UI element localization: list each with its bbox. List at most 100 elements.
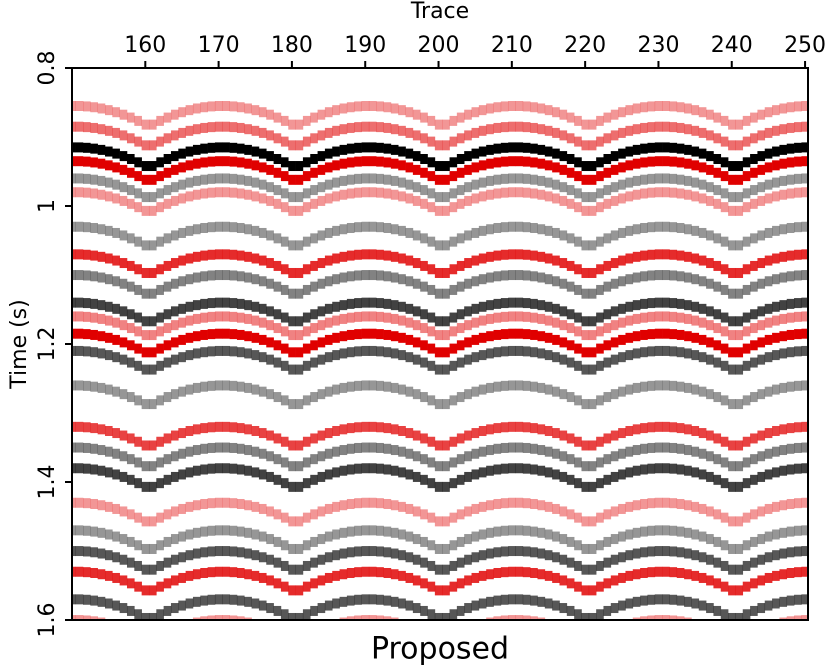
- trace-sample: [361, 615, 370, 620]
- trace-sample: [735, 564, 744, 575]
- trace-sample: [713, 627, 721, 637]
- trace-sample: [713, 509, 722, 520]
- trace-sample: [354, 156, 362, 167]
- trace-sample: [735, 161, 744, 172]
- trace-sample: [354, 498, 362, 509]
- trace-sample: [750, 281, 758, 292]
- trace-sample: [390, 224, 399, 235]
- trace-sample: [251, 225, 260, 236]
- trace-sample: [515, 566, 524, 577]
- trace-sample: [170, 354, 179, 365]
- trace-sample: [588, 288, 597, 299]
- trace-sample: [398, 160, 406, 171]
- trace-sample: [772, 384, 780, 395]
- x-tick-label: 200: [418, 33, 460, 58]
- trace-sample: [669, 298, 678, 309]
- trace-sample: [530, 464, 538, 475]
- trace-sample: [288, 347, 296, 358]
- trace-sample: [552, 276, 560, 287]
- trace-sample: [456, 557, 465, 568]
- trace-sample: [170, 164, 179, 175]
- trace-sample: [72, 345, 76, 356]
- trace-sample: [324, 334, 333, 345]
- trace-sample: [610, 182, 619, 193]
- trace-sample: [141, 140, 150, 151]
- trace-sample: [530, 381, 538, 392]
- trace-sample: [104, 253, 113, 264]
- trace-sample: [170, 130, 179, 141]
- trace-sample: [75, 566, 84, 577]
- trace-sample: [412, 534, 421, 545]
- trace-sample: [515, 101, 524, 112]
- trace-sample: [478, 160, 487, 171]
- trace-sample: [713, 454, 722, 465]
- trace-sample: [742, 202, 751, 213]
- trace-sample: [236, 250, 245, 261]
- trace-sample: [786, 595, 795, 606]
- trace-sample: [112, 552, 120, 563]
- trace-sample: [324, 428, 333, 439]
- trace-sample: [720, 264, 729, 275]
- trace-sample: [764, 148, 773, 159]
- trace-sample: [251, 253, 260, 264]
- trace-sample: [354, 222, 362, 233]
- trace-sample: [97, 382, 106, 393]
- trace-sample: [148, 399, 157, 410]
- trace-sample: [442, 481, 450, 492]
- trace-sample: [720, 157, 729, 168]
- trace-sample: [258, 448, 267, 459]
- trace-sample: [684, 272, 692, 283]
- trace-sample: [354, 329, 362, 340]
- trace-sample: [801, 249, 808, 260]
- trace-sample: [757, 354, 766, 365]
- trace-sample: [104, 570, 113, 581]
- trace-sample: [376, 498, 384, 509]
- trace-sample: [178, 107, 186, 118]
- trace-sample: [486, 548, 494, 559]
- trace-sample: [214, 463, 223, 474]
- trace-sample: [772, 350, 780, 361]
- trace-sample: [786, 188, 795, 199]
- trace-sample: [449, 360, 458, 371]
- trace-sample: [434, 564, 443, 575]
- trace-sample: [200, 174, 208, 185]
- trace-sample: [288, 240, 296, 251]
- trace-sample: [662, 142, 670, 153]
- trace-sample: [515, 525, 524, 536]
- trace-sample: [346, 157, 355, 168]
- trace-sample: [192, 382, 201, 393]
- trace-sample: [236, 298, 245, 309]
- trace-sample: [354, 615, 362, 620]
- trace-sample: [618, 469, 626, 480]
- trace-sample: [537, 224, 546, 235]
- trace-sample: [325, 621, 333, 631]
- trace-sample: [544, 301, 553, 312]
- trace-sample: [691, 467, 700, 478]
- x-tick-label: 170: [198, 33, 240, 58]
- trace-sample: [119, 164, 128, 175]
- trace-sample: [537, 445, 546, 456]
- trace-sample: [368, 525, 377, 536]
- trace-sample: [603, 605, 612, 616]
- trace-sample: [288, 205, 296, 216]
- trace-sample: [464, 603, 472, 614]
- trace-sample: [288, 267, 296, 278]
- trace-sample: [772, 529, 780, 540]
- trace-sample: [141, 364, 150, 375]
- x-tick-label: 230: [637, 33, 679, 58]
- trace-sample: [295, 612, 304, 620]
- trace-sample: [500, 442, 509, 453]
- trace-sample: [456, 340, 465, 351]
- trace-sample: [486, 617, 494, 620]
- trace-sample: [625, 191, 634, 202]
- trace-sample: [544, 425, 553, 436]
- trace-sample: [713, 605, 722, 616]
- trace-sample: [112, 600, 120, 611]
- trace-sample: [90, 423, 98, 434]
- trace-sample: [82, 380, 91, 391]
- trace-sample: [449, 136, 458, 147]
- trace-sample: [134, 540, 142, 551]
- trace-sample: [471, 448, 480, 459]
- trace-sample: [97, 251, 106, 262]
- trace-sample: [280, 540, 289, 551]
